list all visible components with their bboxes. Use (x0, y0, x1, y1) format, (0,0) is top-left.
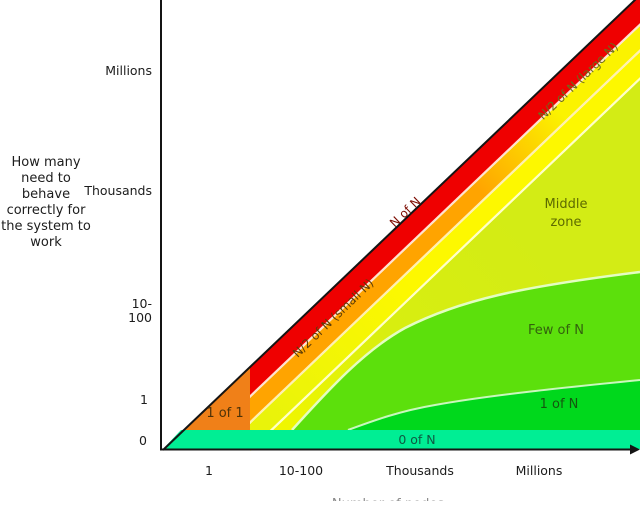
y-tick-millions: Millions (105, 63, 152, 78)
zone-label-one-of-one: 1 of 1 (206, 406, 243, 421)
y-tick-1: 1 (140, 392, 148, 407)
y-tick-0: 0 (139, 433, 147, 448)
x-axis-caption-clipped: Number of nodes (332, 497, 444, 507)
y-axis-ticks: Millions Thousands 10- 100 1 0 (83, 63, 152, 448)
one-boundary-line (347, 379, 640, 431)
y-axis-title-line: work (30, 235, 62, 250)
x-tick-millions: Millions (516, 463, 563, 478)
zone-label-middle: zone (550, 215, 581, 230)
diagonal-line (162, 0, 637, 451)
zone-middle-area (272, 80, 640, 431)
x-axis-arrow-icon (630, 444, 640, 455)
y-tick-10-100: 10- (132, 296, 152, 311)
y-axis-title-line: How many (11, 155, 80, 170)
zone-n-of-n-area (250, 0, 640, 395)
band-gap-yellow-middle (249, 77, 640, 452)
few-boundary-line (291, 270, 640, 431)
x-tick-thousands: Thousands (385, 463, 454, 478)
zone-few-of-n-area (292, 272, 640, 430)
zone-label-zero-of-n: 0 of N (398, 432, 435, 447)
zone-label-middle: Middle (545, 197, 588, 212)
zone-label-few-of-n: Few of N (528, 323, 584, 338)
band-gap-orange-yellow (249, 49, 640, 424)
zone-one-of-n-area (348, 380, 640, 431)
y-tick-thousands: Thousands (83, 183, 152, 198)
band-gap-red-orange (249, 23, 640, 398)
y-tick-10-100: 100 (128, 310, 152, 325)
y-axis-title: How many need to behave correctly for th… (1, 155, 91, 250)
y-axis-title-line: the system to (1, 219, 91, 234)
zone-half-band-upper (250, 26, 640, 421)
x-tick-10-100: 10-100 (279, 463, 323, 478)
y-axis-title-line: behave (22, 187, 70, 202)
x-axis-ticks: 1 10-100 Thousands Millions (205, 463, 562, 478)
y-axis-title-line: correctly for (7, 203, 86, 218)
y-axis-title-line: need to (21, 171, 71, 186)
zone-half-band-lower (250, 52, 640, 449)
zone-zero-of-n-area (163, 430, 640, 449)
x-tick-1: 1 (205, 463, 213, 478)
zone-label-one-of-n: 1 of N (540, 397, 579, 412)
